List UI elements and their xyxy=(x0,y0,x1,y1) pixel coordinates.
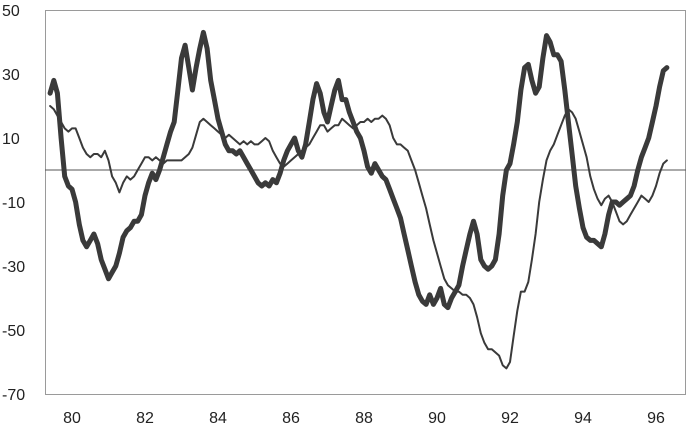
x-tick-label: 86 xyxy=(282,410,300,426)
x-tick-label: 84 xyxy=(209,410,227,426)
y-tick-label: -30 xyxy=(2,259,25,276)
y-tick-label: -50 xyxy=(2,323,25,340)
y-tick-label: 10 xyxy=(2,131,20,148)
x-tick-label: 80 xyxy=(63,410,81,426)
y-tick-label: -10 xyxy=(2,195,25,212)
x-tick-label: 90 xyxy=(428,410,446,426)
x-tick-label: 92 xyxy=(501,410,519,426)
y-axis: 50 30 10 -10 -30 -50 -70 xyxy=(2,3,25,404)
x-tick-label: 94 xyxy=(574,410,592,426)
series-layer xyxy=(47,29,670,370)
x-tick-label: 88 xyxy=(355,410,373,426)
x-tick-label: 96 xyxy=(647,410,665,426)
x-axis: 80 82 84 86 88 90 92 94 96 xyxy=(63,410,665,426)
series-line-thin xyxy=(49,105,668,370)
y-tick-label: -70 xyxy=(2,387,25,404)
x-tick-label: 82 xyxy=(136,410,154,426)
y-tick-label: 50 xyxy=(2,3,20,20)
series-line-thick xyxy=(47,29,670,311)
plot-frame xyxy=(45,10,686,395)
y-tick-label: 30 xyxy=(2,67,20,84)
